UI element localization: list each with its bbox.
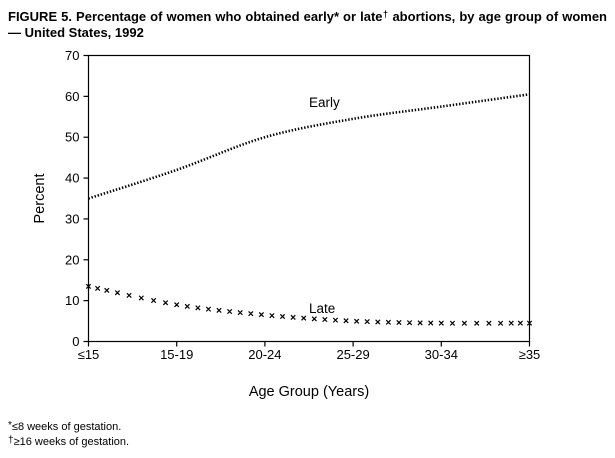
series-label-early: Early — [309, 95, 340, 110]
x-tick-label: ≤15 — [78, 347, 100, 362]
y-tick-label: 50 — [65, 130, 79, 145]
figure-title-text-cont: abortions, by age — [388, 9, 501, 24]
series-label-late: Late — [309, 301, 335, 316]
asterisk-symbol: * — [8, 420, 12, 431]
y-axis-ticks: 0 10 20 30 40 50 60 70 — [65, 48, 89, 349]
late-series-markers — [85, 283, 533, 326]
y-tick-label: 40 — [65, 171, 79, 186]
figure-title-text: FIGURE 5. Percentage of women who obtain… — [8, 9, 383, 24]
y-tick-label: 10 — [65, 293, 79, 308]
footnote-late-text: ≥16 weeks of gestation. — [13, 436, 130, 448]
footnote-early: *≤8 weeks of gestation. — [8, 419, 129, 434]
x-tick-label: 25-29 — [336, 347, 369, 362]
footnotes: *≤8 weeks of gestation. †≥16 weeks of ge… — [8, 419, 129, 449]
x-axis-title: Age Group (Years) — [249, 384, 369, 400]
dagger-superscript: † — [382, 9, 389, 19]
footnote-late: †≥16 weeks of gestation. — [8, 434, 129, 449]
x-tick-label: 20-24 — [248, 347, 281, 362]
y-tick-label: 60 — [65, 89, 79, 104]
y-tick-label: 30 — [65, 211, 79, 226]
x-tick-label: 30-34 — [425, 347, 458, 362]
y-tick-label: 20 — [65, 252, 79, 267]
x-axis-ticks: ≤15 15-19 20-24 25-29 30-34 ≥35 — [78, 341, 541, 362]
y-axis-title: Percent — [32, 174, 48, 224]
figure-title-line2: group of women — United States, 1992 — [8, 9, 608, 40]
footnote-early-text: ≤8 weeks of gestation. — [11, 421, 122, 433]
y-tick-label: 0 — [72, 334, 79, 349]
early-series-line — [88, 93, 530, 200]
figure-title: FIGURE 5. Percentage of women who obtain… — [8, 6, 607, 41]
x-tick-label: 15-19 — [160, 347, 193, 362]
x-tick-label: ≥35 — [519, 347, 541, 362]
y-tick-label: 70 — [65, 48, 79, 63]
dagger-symbol: † — [8, 435, 14, 446]
